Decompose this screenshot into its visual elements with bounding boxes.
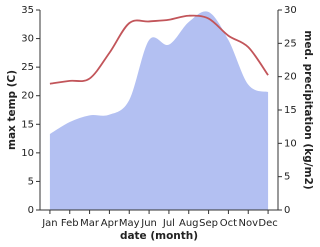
x-tick-label: Jan xyxy=(41,218,57,229)
y-tick-label: 10 xyxy=(21,148,34,159)
y2-axis-label: med. precipitation (kg/m2) xyxy=(302,30,314,189)
y2-tick-label: 15 xyxy=(284,105,297,116)
precipitation-area xyxy=(49,11,269,211)
y-tick-label: 15 xyxy=(21,119,34,130)
x-tick-label: Dec xyxy=(258,218,277,229)
y-tick-label: 35 xyxy=(21,5,34,16)
x-tick-label: Oct xyxy=(220,218,237,229)
y2-tick-label: 30 xyxy=(284,5,297,16)
y-tick-label: 25 xyxy=(21,62,34,73)
y-axis-label: max temp (C) xyxy=(6,70,18,150)
y-tick-label: 5 xyxy=(28,176,34,187)
y-tick-label: 20 xyxy=(21,91,34,102)
x-tick-label: Sep xyxy=(199,218,218,229)
x-tick-label: May xyxy=(119,218,140,229)
y2-tick-label: 10 xyxy=(284,138,297,149)
y2-tick-label: 25 xyxy=(284,38,297,49)
x-tick-label: Nov xyxy=(238,218,258,229)
y-tick-label: 30 xyxy=(21,34,34,45)
y-tick-label: 0 xyxy=(28,205,34,216)
y2-tick-label: 0 xyxy=(284,205,290,216)
x-tick-label: Feb xyxy=(61,218,79,229)
y2-tick-label: 20 xyxy=(284,72,297,83)
x-tick-label: Jun xyxy=(140,218,157,229)
y2-tick-label: 5 xyxy=(284,172,290,183)
x-axis-label: date (month) xyxy=(120,230,198,242)
x-tick-label: Apr xyxy=(101,218,119,229)
temp-line xyxy=(49,14,269,85)
x-tick-label: Jul xyxy=(162,218,175,229)
x-tick-label: Mar xyxy=(80,218,100,229)
x-tick-label: Aug xyxy=(179,218,199,229)
